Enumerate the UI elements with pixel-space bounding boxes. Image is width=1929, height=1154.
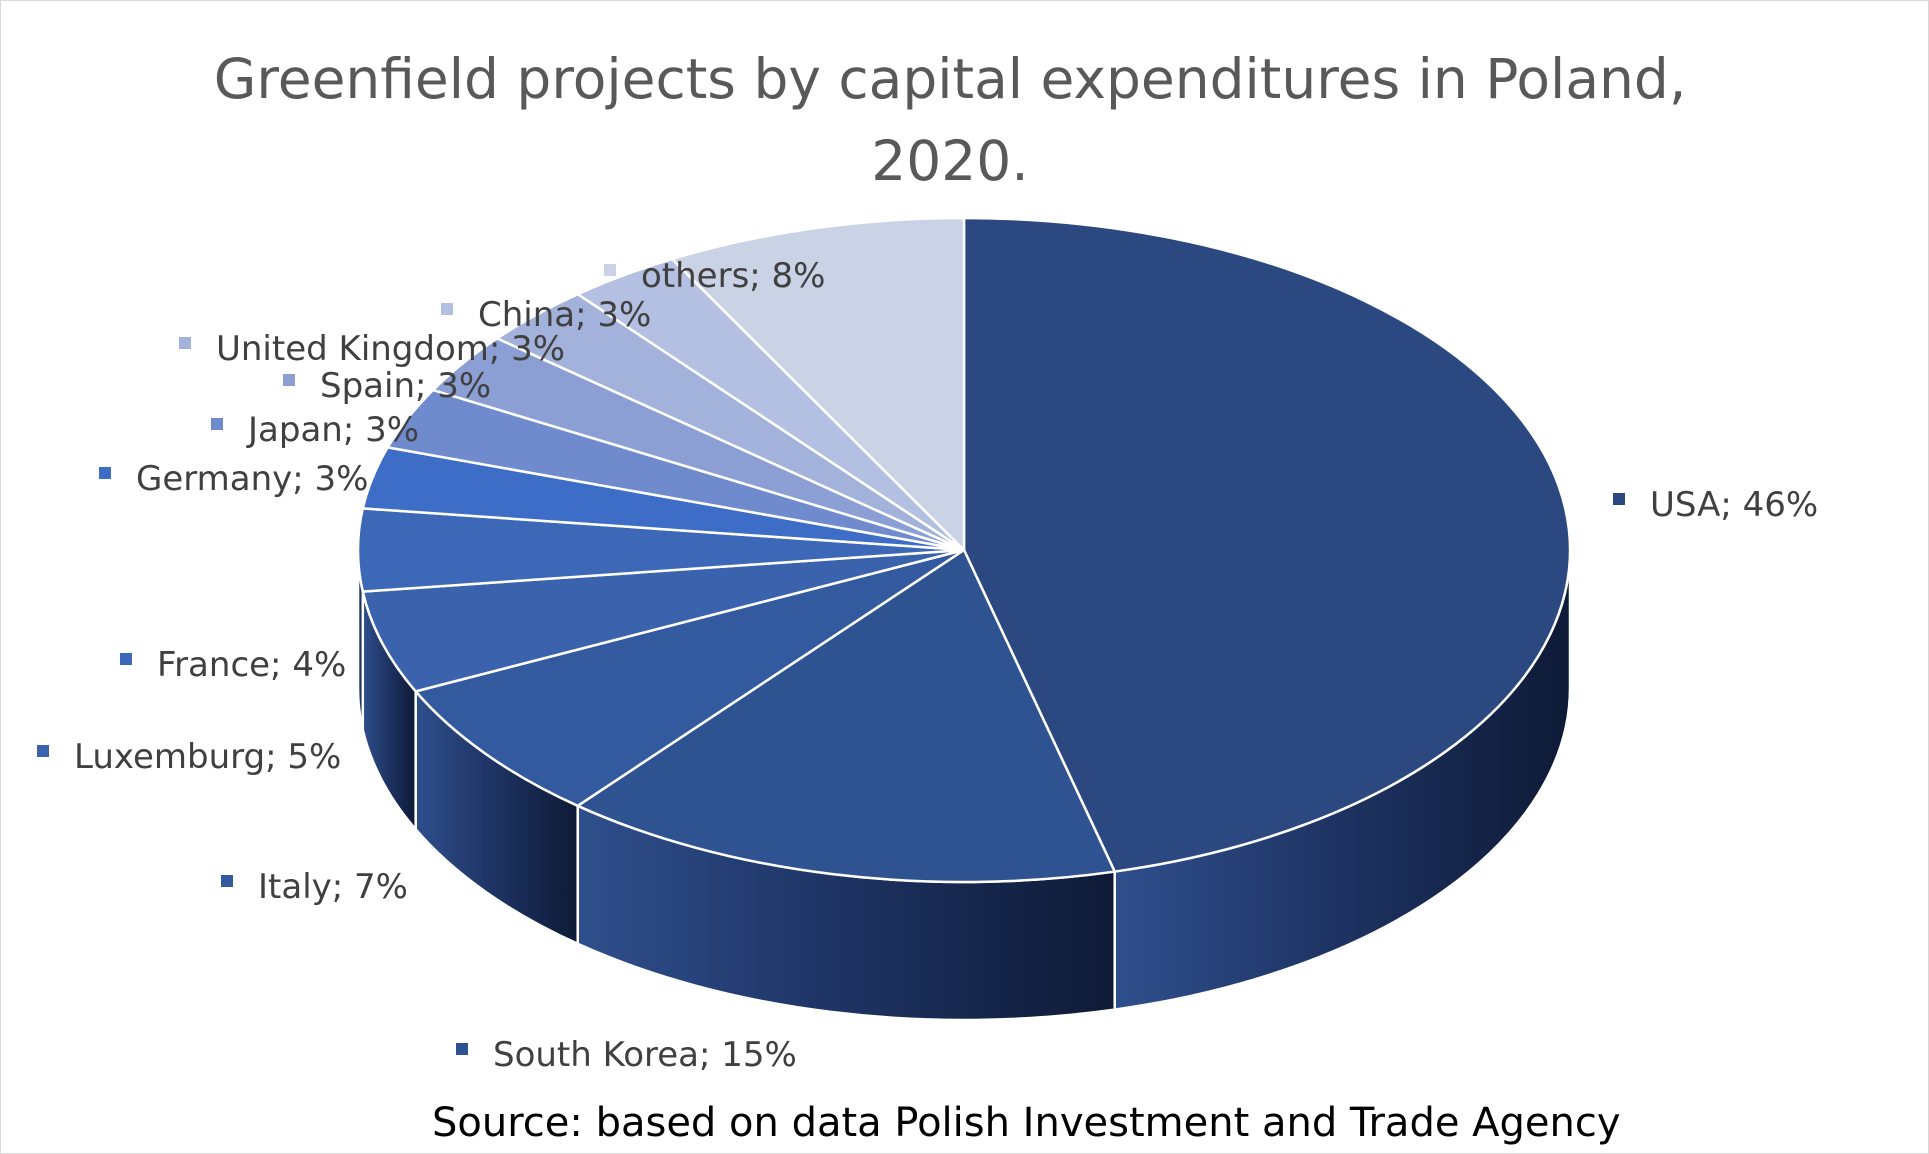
pie-slice-others (670, 216, 966, 552)
pie-label-others: others; 8% (604, 256, 826, 296)
legend-marker-luxemburg (37, 745, 49, 757)
pie-slice-italy (414, 548, 966, 808)
pie-label-japan: Japan; 3% (211, 410, 419, 450)
legend-marker-usa (1613, 493, 1625, 505)
pie-side-walls (356, 549, 1572, 1022)
data-label-spain: Spain; 3% (320, 366, 491, 406)
chart-title: Greenfield projects by capital expenditu… (213, 47, 1687, 193)
pie-slice-south-korea (576, 548, 1116, 884)
source-note: Source: based on data Polish Investment … (432, 1100, 1621, 1146)
legend-marker-france (120, 653, 132, 665)
legend-marker-south-korea (456, 1043, 468, 1055)
legend-marker-italy (221, 875, 233, 887)
pie-label-spain: Spain; 3% (283, 366, 491, 406)
data-label-italy: Italy; 7% (258, 867, 408, 907)
pie-slice-luxemburg (361, 548, 966, 693)
pie-slices (356, 216, 1572, 884)
pie-label-usa: USA; 46% (1613, 485, 1818, 525)
pie-label-united-kingdom: United Kingdom; 3% (179, 329, 565, 369)
pie-label-south-korea: South Korea; 15% (456, 1035, 797, 1075)
data-label-luxemburg: Luxemburg; 5% (74, 737, 341, 777)
legend-marker-japan (211, 418, 223, 430)
data-label-united-kingdom: United Kingdom; 3% (216, 329, 565, 369)
pie-label-china: China; 3% (441, 295, 651, 335)
data-label-usa: USA; 46% (1650, 485, 1818, 525)
pie-slice-usa (962, 216, 1572, 873)
pie-labels: USA; 46% South Korea; 15% Italy; 7% Luxembu… (37, 256, 1818, 1075)
data-label-china: China; 3% (478, 295, 651, 335)
data-label-france: France; 4% (157, 645, 346, 685)
pie-label-luxemburg: Luxemburg; 5% (37, 737, 341, 777)
legend-marker-others (604, 264, 616, 276)
data-label-south-korea: South Korea; 15% (493, 1035, 797, 1075)
legend-marker-united-kingdom (179, 337, 191, 349)
pie-label-italy: Italy; 7% (221, 867, 408, 907)
pie-label-germany: Germany; 3% (99, 459, 368, 499)
data-label-japan: Japan; 3% (246, 410, 419, 450)
pie-label-france: France; 4% (120, 645, 346, 685)
legend-marker-spain (283, 374, 295, 386)
data-label-others: others; 8% (641, 256, 826, 296)
data-label-germany: Germany; 3% (136, 459, 368, 499)
legend-marker-germany (99, 467, 111, 479)
legend-marker-china (441, 303, 453, 315)
